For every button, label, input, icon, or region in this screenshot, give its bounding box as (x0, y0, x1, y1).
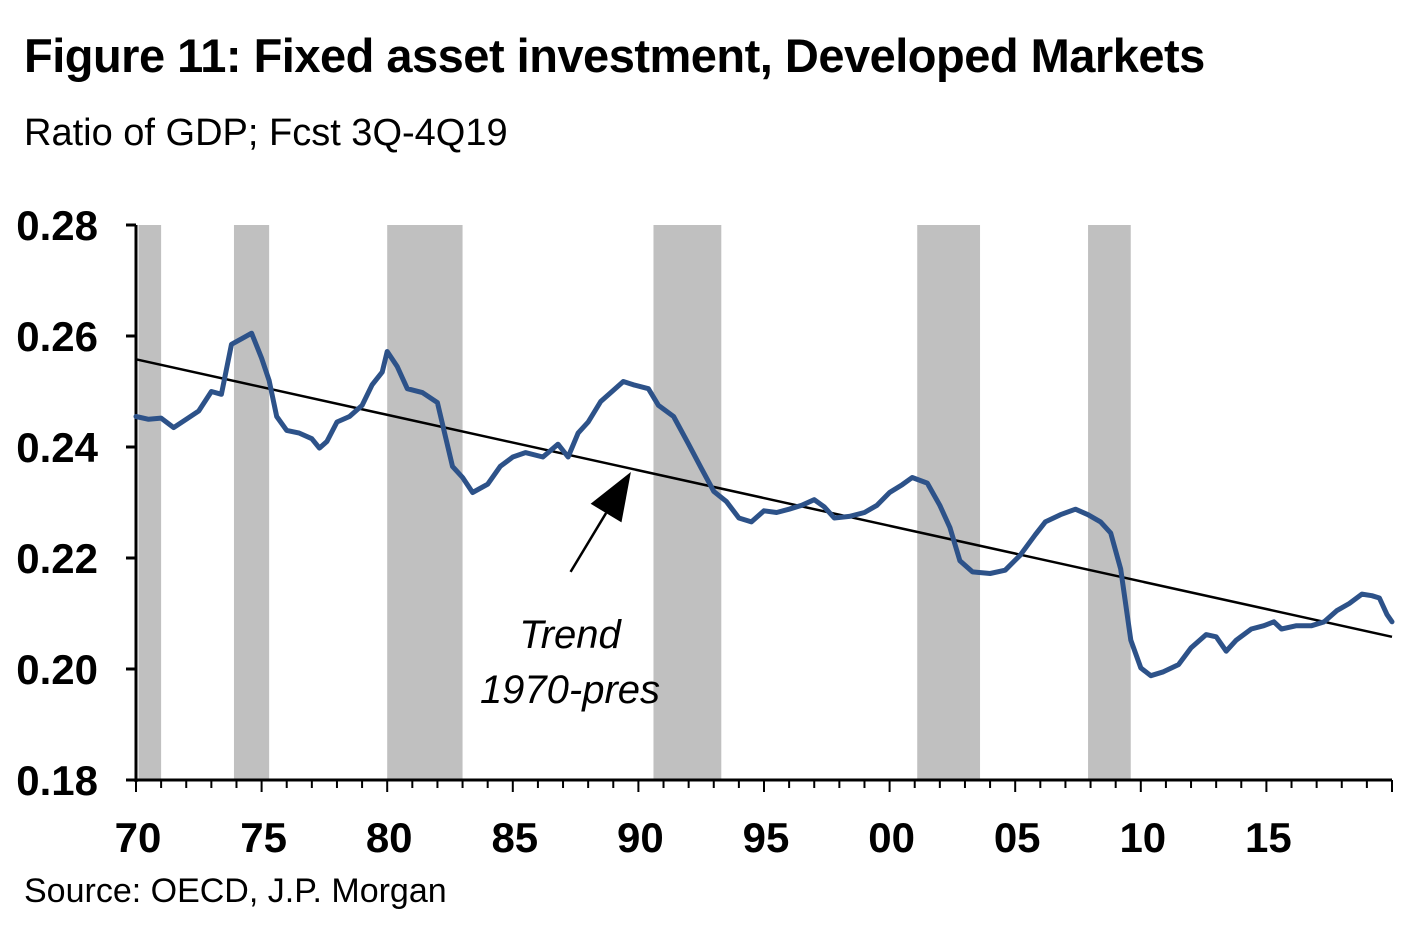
source-note: Source: OECD, J.P. Morgan (24, 872, 447, 910)
y-tick-label-5: 0.28 (16, 202, 98, 249)
trend-arrow-shaft (569, 512, 608, 573)
recession-band-0 (138, 225, 162, 780)
recession-band-4 (917, 225, 981, 780)
x-tick-label-5: 95 (743, 814, 790, 861)
x-tick-label-7: 05 (994, 814, 1041, 861)
recession-band-1 (233, 225, 270, 780)
x-tick-label-4: 90 (617, 814, 664, 861)
recession-bands (138, 225, 1131, 780)
trend-line (135, 358, 1393, 639)
chart-title: Figure 11: Fixed asset investment, Devel… (24, 29, 1205, 82)
recession-band-2 (387, 225, 463, 780)
x-tick-label-9: 15 (1245, 814, 1292, 861)
x-tick-label-8: 10 (1119, 814, 1166, 861)
y-tick-label-3: 0.24 (16, 424, 98, 471)
y-tick-label-2: 0.22 (16, 535, 98, 582)
recession-band-3 (653, 225, 722, 780)
fixed-asset-investment-line (133, 330, 1395, 679)
trend-annotation-line2: 1970-pres (480, 668, 660, 712)
y-tick-label-4: 0.26 (16, 313, 98, 360)
y-tick-label-0: 0.18 (16, 757, 98, 804)
x-tick-label-6: 00 (868, 814, 915, 861)
trend-annotation-line1: Trend (519, 613, 622, 657)
trend-arrow-head (590, 471, 631, 523)
chart-subtitle: Ratio of GDP; Fcst 3Q-4Q19 (24, 112, 508, 154)
x-tick-label-3: 85 (491, 814, 538, 861)
y-axis-ticks: 0.18 0.20 0.22 0.24 0.26 0.28 (16, 202, 136, 804)
x-tick-label-1: 75 (240, 814, 287, 861)
x-tick-label-2: 80 (366, 814, 413, 861)
x-axis-ticks: 70 75 80 85 90 95 00 05 10 15 (115, 780, 1393, 861)
y-tick-label-1: 0.20 (16, 646, 98, 693)
x-tick-label-0: 70 (115, 814, 162, 861)
recession-band-5 (1088, 225, 1131, 780)
